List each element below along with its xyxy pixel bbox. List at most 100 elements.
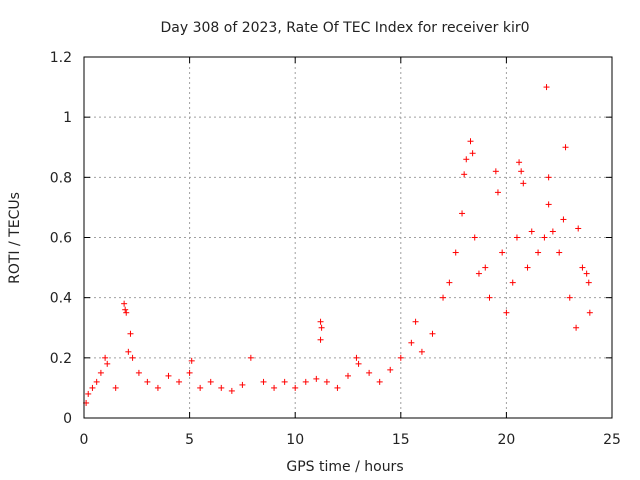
data-point (135, 369, 142, 376)
data-point (271, 384, 278, 391)
y-tick-label: 0.2 (50, 351, 72, 367)
data-point (467, 138, 474, 145)
data-point (313, 375, 320, 382)
data-point (418, 348, 425, 355)
y-axis-label: ROTI / TECUs (7, 192, 23, 284)
data-point (475, 270, 482, 277)
data-point (516, 159, 523, 166)
data-point (412, 318, 419, 325)
data-point (387, 366, 394, 373)
data-point (397, 354, 404, 361)
plot-frame (83, 56, 613, 419)
data-point (93, 378, 100, 385)
data-point (125, 348, 132, 355)
data-point (556, 249, 563, 256)
data-point (376, 378, 383, 385)
data-point (97, 369, 104, 376)
data-point (353, 354, 360, 361)
y-tick-label: 1 (63, 110, 72, 126)
data-point (560, 216, 567, 223)
data-point (492, 168, 499, 175)
data-point (323, 378, 330, 385)
data-point (197, 384, 204, 391)
data-point (366, 369, 373, 376)
data-point (573, 324, 580, 331)
data-point (186, 369, 193, 376)
x-tick-label: 25 (603, 432, 621, 448)
data-point (513, 234, 520, 241)
chart-title: Day 308 of 2023, Rate Of TEC Index for r… (160, 20, 529, 36)
data-point (499, 249, 506, 256)
data-point (545, 174, 552, 181)
y-tick-label: 1.2 (50, 50, 72, 66)
data-point (535, 249, 542, 256)
data-point (188, 357, 195, 364)
data-point (452, 249, 459, 256)
x-tick-label: 5 (185, 432, 194, 448)
data-point (461, 171, 468, 178)
data-point (154, 384, 161, 391)
y-tick-label: 0.8 (50, 170, 72, 186)
data-point (218, 384, 225, 391)
data-point (446, 279, 453, 286)
data-point (176, 378, 183, 385)
data-point (575, 225, 582, 232)
data-point (129, 354, 136, 361)
data-point (318, 324, 325, 331)
data-point (524, 264, 531, 271)
data-points (83, 84, 593, 406)
data-point (281, 378, 288, 385)
x-axis-label: GPS time / hours (286, 459, 403, 475)
data-point (127, 330, 134, 337)
data-point (469, 150, 476, 157)
data-point (503, 309, 510, 316)
data-point (112, 384, 119, 391)
data-point (579, 264, 586, 271)
data-point (123, 309, 130, 316)
data-point (292, 384, 299, 391)
data-point (429, 330, 436, 337)
data-point (260, 378, 267, 385)
data-point (520, 180, 527, 187)
data-point (247, 354, 254, 361)
y-tick-label: 0 (63, 411, 72, 427)
data-point (583, 270, 590, 277)
axis-ticks (83, 56, 613, 419)
data-point (463, 156, 470, 163)
data-point (207, 378, 214, 385)
data-point (317, 318, 324, 325)
data-point (518, 168, 525, 175)
data-point (122, 306, 129, 313)
data-point (486, 294, 493, 301)
data-point (239, 381, 246, 388)
data-point (302, 378, 309, 385)
data-point (549, 228, 556, 235)
data-point (528, 228, 535, 235)
data-point (228, 387, 235, 394)
data-point (104, 360, 111, 367)
x-tick-label: 15 (392, 432, 410, 448)
data-point (509, 279, 516, 286)
data-point (165, 372, 172, 379)
data-point (494, 189, 501, 196)
x-tick-label: 0 (80, 432, 89, 448)
data-point (471, 234, 478, 241)
data-point (144, 378, 151, 385)
data-point (345, 372, 351, 379)
data-point (541, 234, 548, 241)
data-point (317, 336, 324, 343)
data-point (85, 390, 92, 397)
data-point (482, 264, 489, 271)
y-tick-label: 0.6 (50, 231, 72, 247)
data-point (545, 201, 552, 208)
tick-labels: 0 5 10 15 20 25 0 0.2 0.4 0.6 0.8 1 1.2 (50, 50, 621, 448)
data-point (89, 384, 96, 391)
data-point (459, 210, 466, 217)
x-tick-label: 10 (286, 432, 304, 448)
data-point (440, 294, 447, 301)
grid-lines (84, 57, 612, 418)
data-point (543, 84, 550, 91)
data-point (566, 294, 573, 301)
x-tick-label: 20 (497, 432, 515, 448)
